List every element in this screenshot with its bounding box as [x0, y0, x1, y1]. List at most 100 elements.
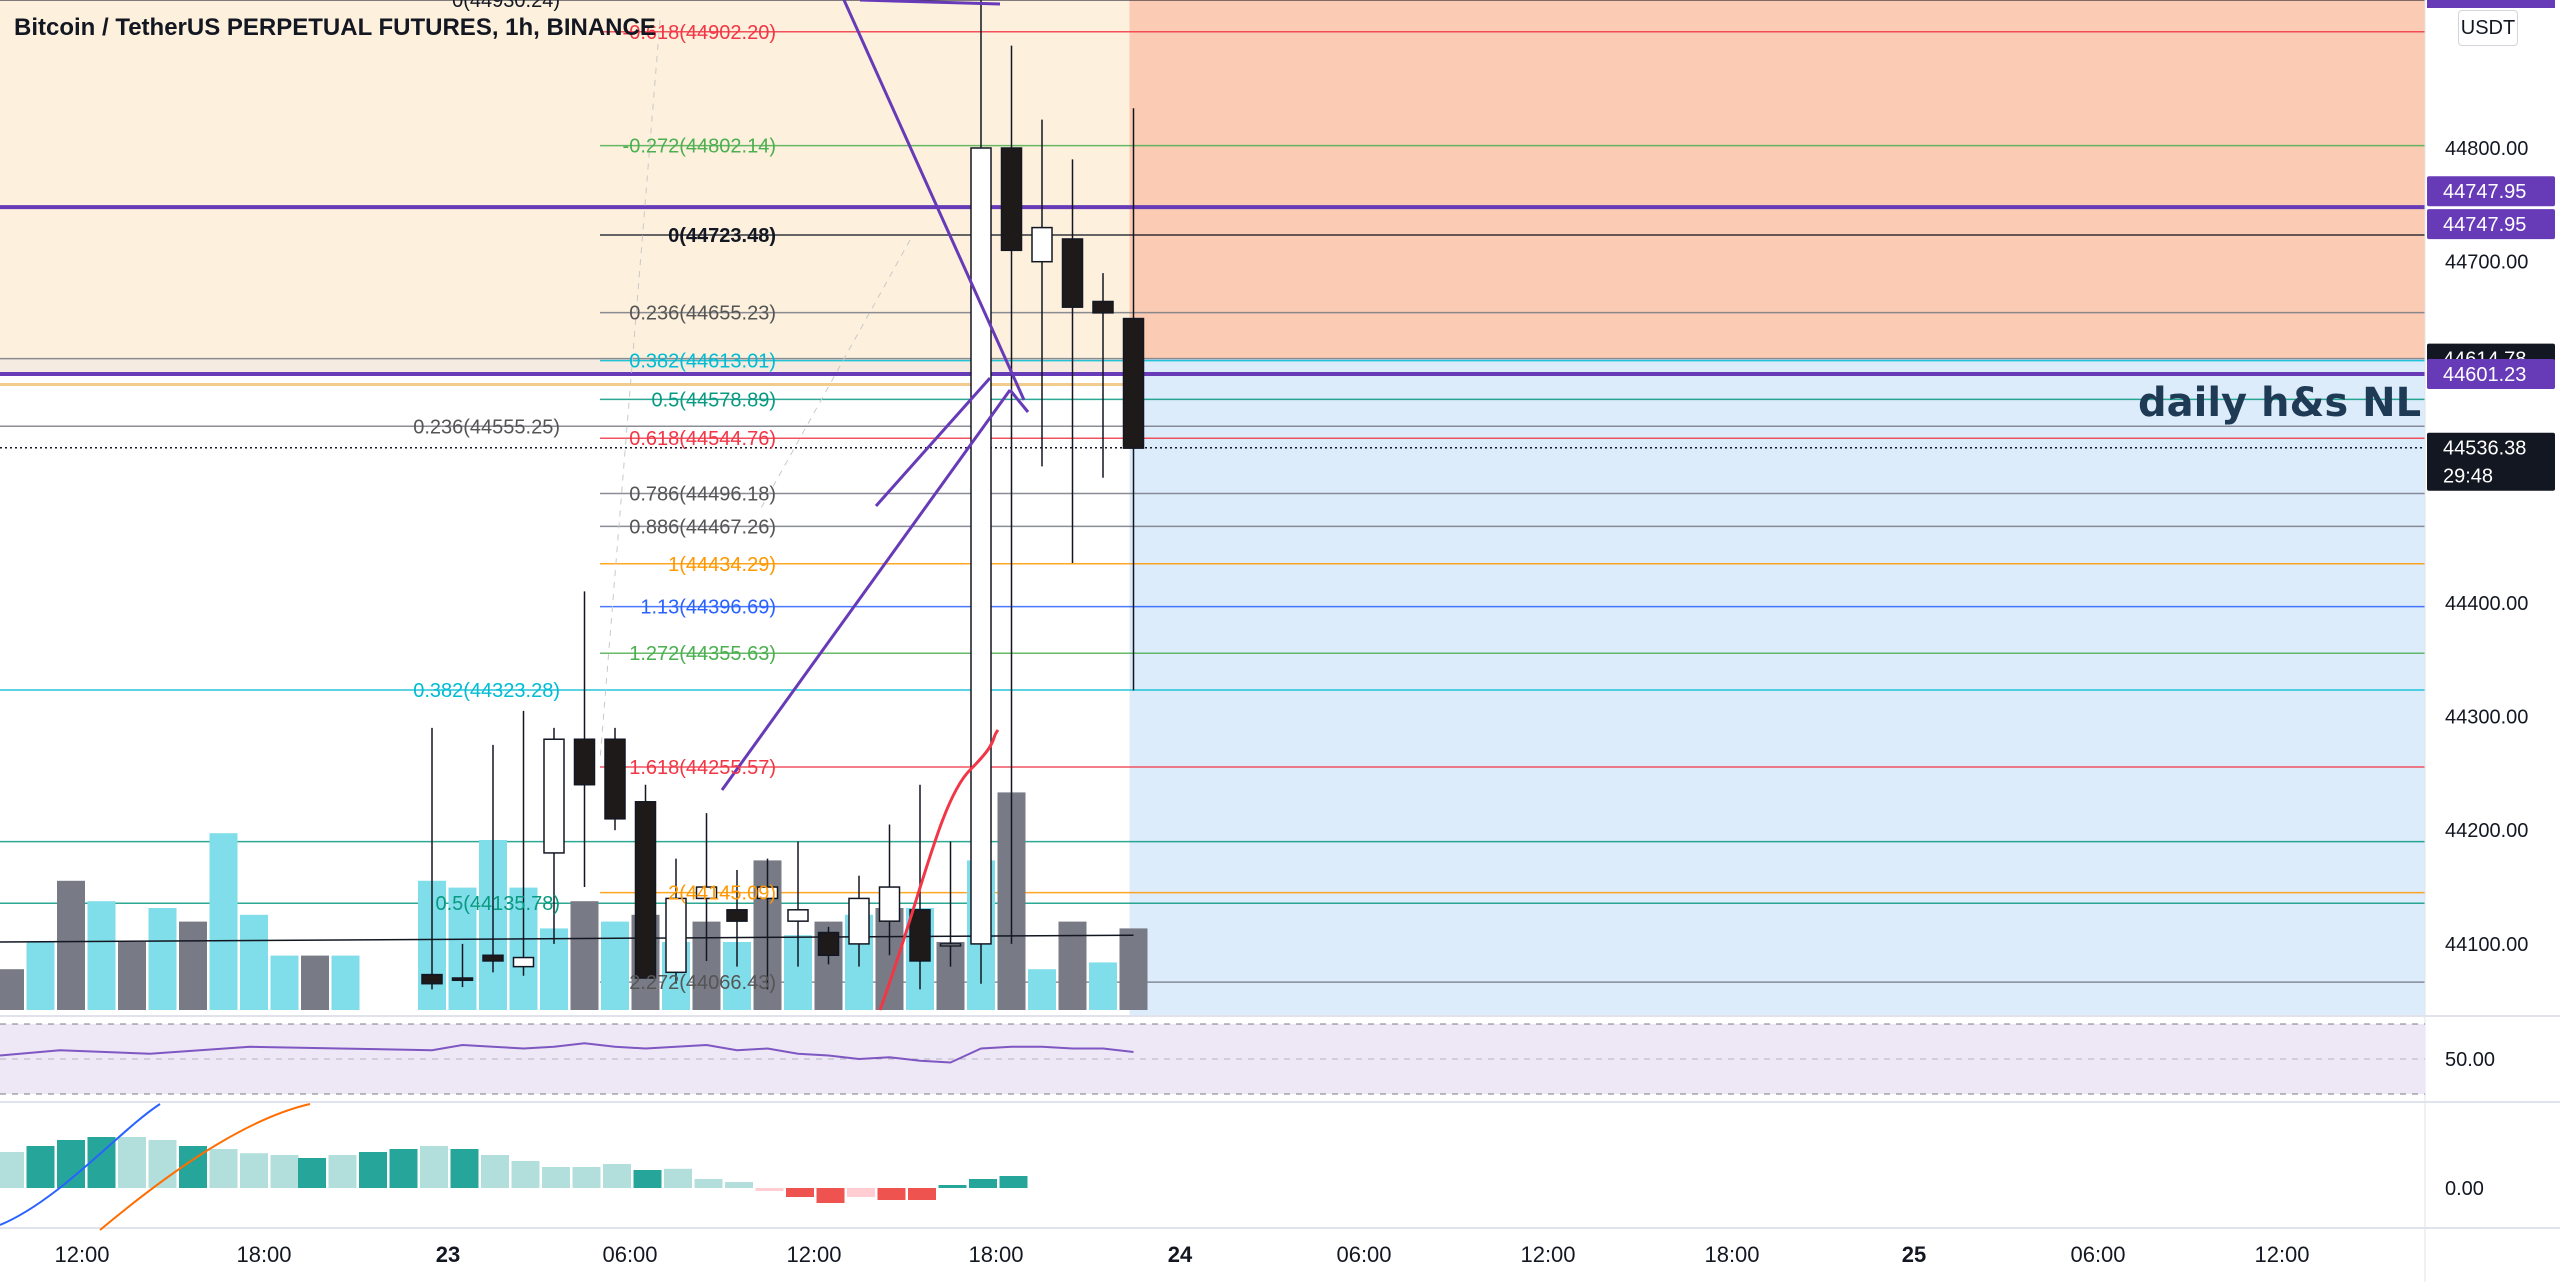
- fib-label: 0.236(44655.23): [629, 303, 776, 325]
- candle-body: [848, 897, 870, 945]
- macd-histogram-bar: [389, 1149, 418, 1188]
- macd-histogram-bar: [420, 1146, 448, 1188]
- macd-histogram-bar: [999, 1176, 1028, 1188]
- candle-body: [1092, 300, 1114, 314]
- candle-body: [1031, 226, 1053, 263]
- fib-label: 0.236(44555.25): [413, 416, 560, 438]
- macd-histogram-bar: [209, 1149, 238, 1188]
- macd-histogram-bar: [240, 1153, 268, 1188]
- time-tick-label: 18:00: [968, 1242, 1023, 1267]
- candle-body: [787, 909, 809, 922]
- volume-bar: [26, 942, 55, 1010]
- purple-trendline: [874, 377, 992, 507]
- currency-selector[interactable]: USDT: [2458, 10, 2518, 46]
- signal-line: [99, 1103, 311, 1231]
- macd-histogram-bar: [57, 1140, 85, 1188]
- candle-body: [573, 738, 596, 786]
- volume-ma-line: [0, 934, 1134, 943]
- macd-histogram-bar: [633, 1170, 662, 1188]
- fib-connector: [599, 19, 661, 761]
- fib-connector: [759, 239, 911, 511]
- rsi-tick-label: 50.00: [2445, 1049, 2495, 1071]
- short-position-zone: [1129, 0, 2425, 359]
- macd-histogram-bar: [816, 1188, 845, 1203]
- price-badge: [2427, 359, 2555, 390]
- macd-histogram-bar: [694, 1179, 723, 1188]
- macd-histogram-bar: [755, 1188, 784, 1191]
- volume-bar: [270, 955, 299, 1010]
- macd-histogram-bar: [664, 1168, 692, 1188]
- purple-trendline: [859, 0, 1001, 6]
- candle-body: [1000, 147, 1023, 252]
- macd-histogram-bar: [511, 1161, 540, 1188]
- volume-bar: [0, 969, 24, 1010]
- price-tick-label: 44800.00: [2445, 138, 2528, 160]
- candle-body: [421, 973, 443, 985]
- time-tick-label: 18:00: [236, 1242, 291, 1267]
- price-tick-label: 44700.00: [2445, 252, 2528, 274]
- time-tick-label: 06:00: [2070, 1242, 2125, 1267]
- candle-body: [909, 909, 931, 962]
- price-badge-label: 44747.95: [2443, 214, 2526, 236]
- macd-histogram-bar: [298, 1158, 326, 1188]
- purple-trendline: [842, 0, 1026, 401]
- price-badge: [2427, 0, 2555, 8]
- volume-bar: [1028, 969, 1056, 1010]
- volume-bar: [570, 901, 599, 1010]
- macd-histogram-bar: [572, 1167, 601, 1188]
- fib-label: 2(44145.09): [668, 883, 776, 905]
- fib-zone-band: [0, 358, 1134, 375]
- candle-body: [512, 956, 535, 968]
- candle-body: [634, 801, 657, 979]
- price-tick-label: 44300.00: [2445, 707, 2528, 729]
- red-ema-curve: [878, 729, 1000, 1011]
- fib-label: 0(44723.48): [668, 225, 776, 247]
- macd-histogram-bar: [270, 1155, 299, 1188]
- fib-label: 0.5(44578.89): [651, 389, 776, 411]
- time-tick-label: 12:00: [54, 1242, 109, 1267]
- macd-histogram-bar: [542, 1167, 570, 1188]
- candle-body: [665, 897, 687, 974]
- price-badge-label: 44536.38: [2443, 438, 2526, 460]
- neckline-annotation[interactable]: daily h&s NL: [2138, 380, 2422, 426]
- macd-tick-label: 0.00: [2445, 1178, 2484, 1200]
- macd-histogram-bar: [877, 1188, 906, 1200]
- time-tick-label: 12:00: [1520, 1242, 1575, 1267]
- time-tick-label: 24: [1168, 1242, 1193, 1267]
- volume-bar: [148, 908, 177, 1010]
- volume-bar: [87, 901, 116, 1010]
- volume-bar: [57, 880, 85, 1010]
- fib-label: 0(44930.24): [452, 0, 560, 12]
- macd-histogram-bar: [908, 1188, 936, 1200]
- candle-body: [1061, 238, 1084, 308]
- fib-label: 0.786(44496.18): [629, 483, 776, 505]
- candle-body: [604, 738, 626, 820]
- long-position-zone: [1129, 358, 2425, 1015]
- price-badge: [2427, 209, 2555, 240]
- time-tick-label: 25: [1902, 1242, 1926, 1267]
- fib-zone: [0, 0, 1134, 359]
- candle-body: [695, 886, 718, 900]
- macd-histogram-bar: [26, 1146, 55, 1188]
- fib-label: 2.272(44066.43): [629, 972, 776, 994]
- price-tick-label: 44200.00: [2445, 820, 2528, 842]
- volume-bar: [209, 833, 238, 1010]
- volume-bar: [118, 942, 146, 1010]
- fib-label: 1.13(44396.69): [640, 597, 776, 619]
- symbol-title: Bitcoin / TetherUS PERPETUAL FUTURES, 1h…: [14, 14, 656, 41]
- purple-trendline: [720, 389, 1012, 791]
- macd-histogram-bar: [786, 1188, 814, 1197]
- price-tick-label: 44400.00: [2445, 593, 2528, 615]
- candle-body: [756, 886, 779, 900]
- macd-histogram-bar: [847, 1188, 875, 1197]
- fib-label: 0.886(44467.26): [629, 516, 776, 538]
- time-tick-label: 06:00: [602, 1242, 657, 1267]
- macd-histogram-bar: [118, 1137, 146, 1188]
- fib-label: 1(44434.29): [668, 554, 776, 576]
- fib-label: -0.272(44802.14): [623, 136, 776, 158]
- fib-label: 1.618(44255.57): [629, 757, 776, 779]
- rsi-line: [0, 1042, 1134, 1064]
- volume-bar: [240, 914, 268, 1010]
- macd-histogram-bar: [603, 1164, 631, 1188]
